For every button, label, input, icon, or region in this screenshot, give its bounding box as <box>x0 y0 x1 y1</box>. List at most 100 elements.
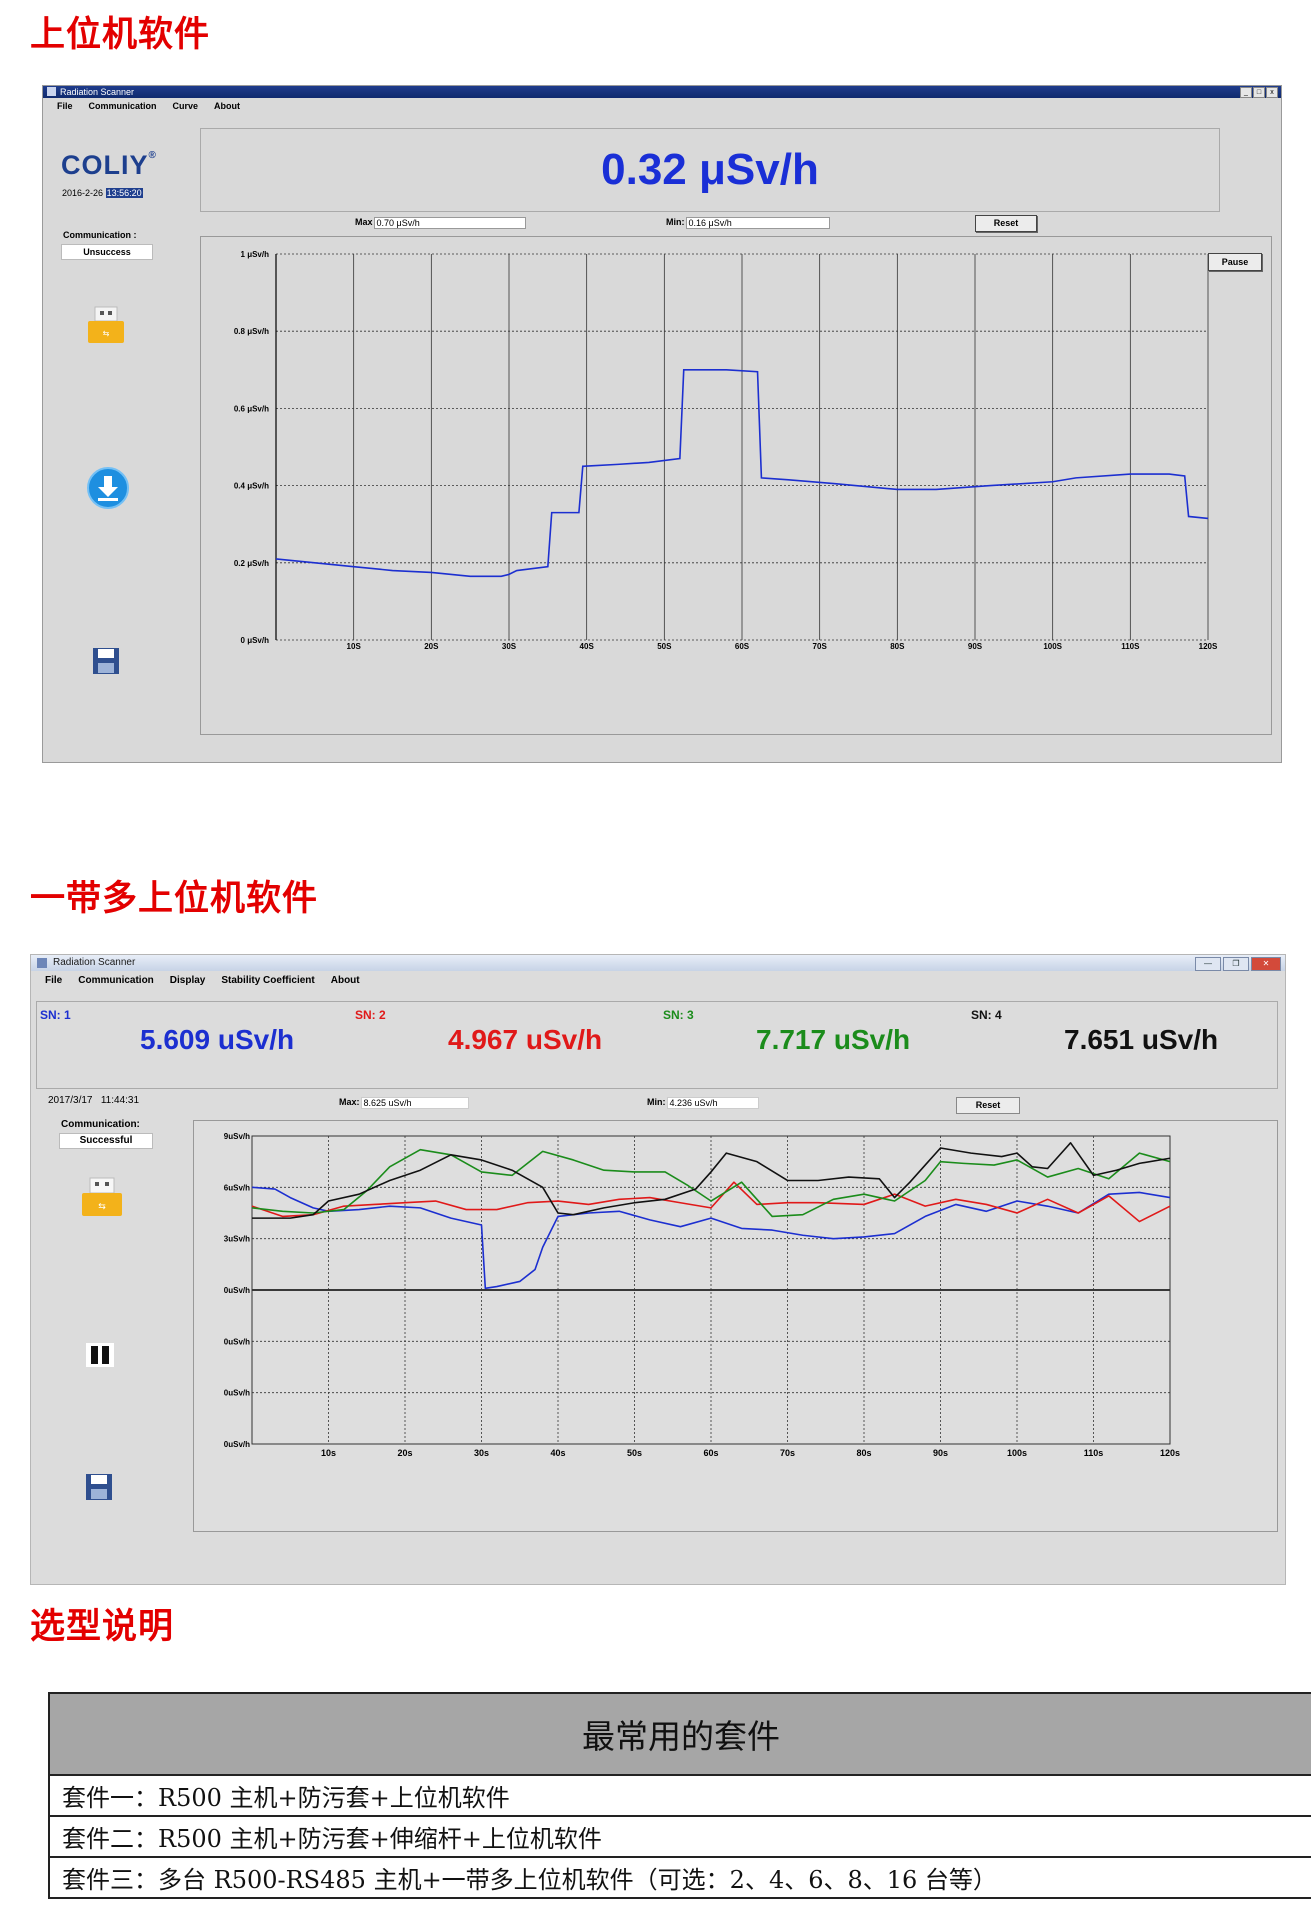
radiation-scanner-multi-window: Radiation Scanner — ❐ ✕ File Communicati… <box>30 954 1286 1585</box>
table-header-row: 最常用的套件 <box>48 1692 1311 1776</box>
close-button[interactable]: x <box>1266 87 1278 98</box>
datetime: 2017/3/17 11:44:31 <box>48 1095 139 1106</box>
minimize-button[interactable]: _ <box>1240 87 1252 98</box>
download-icon[interactable] <box>86 466 130 514</box>
y-tick-label: 0.6 μSv/h <box>234 404 269 413</box>
table-row: 套件二：R500 主机+防污套+伸缩杆+上位机软件 <box>48 1815 1311 1858</box>
reset-button[interactable]: Reset <box>975 215 1037 232</box>
close-button[interactable]: ✕ <box>1251 957 1281 971</box>
series-line <box>275 369 1209 578</box>
series-line <box>251 1181 1171 1223</box>
x-tick-label: 60S <box>735 642 750 651</box>
y-tick-label: 0 μSv/h <box>241 636 270 645</box>
menu-display[interactable]: Display <box>169 975 206 986</box>
svg-text:⇆: ⇆ <box>98 1202 106 1212</box>
menu-about[interactable]: About <box>214 101 241 111</box>
chart-panel: 9uSv/h 6uSv/h 3uSv/h 0uSv/h 0uSv/h 0uSv/h 0uSv… <box>193 1120 1278 1532</box>
x-tick-label: 30s <box>474 1448 489 1458</box>
y-tick-label: 0.4 μSv/h <box>234 482 269 491</box>
max-value-input[interactable]: 8.625 uSv/h <box>360 1097 469 1109</box>
window-title: Radiation Scanner <box>60 87 135 97</box>
x-tick-label: 80s <box>856 1448 871 1458</box>
min-field: Min: 4.236 uSv/h <box>647 1097 759 1109</box>
x-tick-label: 70S <box>813 642 828 651</box>
communication-label: Communication : <box>63 230 137 240</box>
menu-file[interactable]: File <box>45 975 63 986</box>
pause-button[interactable]: Pause <box>1208 253 1262 271</box>
menu-stability-coefficient[interactable]: Stability Coefficient <box>221 975 315 986</box>
y-tick-label: 3uSv/h <box>224 1235 250 1244</box>
x-tick-label: 60s <box>703 1448 718 1458</box>
kit-2-cell: 套件二：R500 主机+防污套+伸缩杆+上位机软件 <box>48 1815 1311 1858</box>
sensor-3-value: 7.717 uSv/h <box>756 1024 911 1055</box>
menu-communication[interactable]: Communication <box>88 101 157 111</box>
x-tick-label: 100S <box>1043 642 1062 651</box>
y-tick-label: 6uSv/h <box>224 1183 250 1192</box>
communication-status: Successful <box>59 1133 153 1149</box>
chart-panel: 0 μSv/h 0.2 μSv/h 0.4 μSv/h 0.6 μSv/h 0.8 μS… <box>200 236 1272 735</box>
kit-table: 最常用的套件 套件一：R500 主机+防污套+上位机软件 套件二：R500 主机… <box>48 1692 1311 1899</box>
app-icon <box>37 958 47 968</box>
x-tick-label: 110s <box>1084 1448 1104 1458</box>
x-tick-label: 40s <box>550 1448 565 1458</box>
min-label: Min: <box>666 217 685 228</box>
pause-icon[interactable] <box>85 1342 115 1372</box>
usb-drive-icon[interactable]: ⇆ <box>79 1176 125 1222</box>
sensor-2-value: 4.967 uSv/h <box>448 1024 603 1055</box>
usb-drive-icon[interactable]: ⇆ <box>85 305 127 349</box>
max-label: Max <box>355 217 373 228</box>
menu-communication[interactable]: Communication <box>78 975 154 986</box>
min-value-input[interactable]: 0.16 μSv/h <box>685 217 830 229</box>
max-field: Max 0.70 μSv/h <box>355 217 526 229</box>
svg-text:⇆: ⇆ <box>103 329 110 338</box>
sensor-4-value: 7.651 uSv/h <box>1064 1024 1219 1055</box>
x-tick-label: 50s <box>627 1448 642 1458</box>
datetime: 2016-2-26 13:56:20 <box>62 188 143 198</box>
x-tick-label: 10s <box>321 1448 336 1458</box>
save-disk-icon[interactable] <box>84 1472 114 1506</box>
date-text: 2016-2-26 <box>62 188 104 198</box>
y-tick-label: 0uSv/h <box>224 1389 250 1398</box>
x-tick-label: 80S <box>890 642 905 651</box>
title-bar: Radiation Scanner — ❐ ✕ <box>31 955 1285 971</box>
y-tick-label: 0.8 μSv/h <box>234 327 269 336</box>
restore-button[interactable]: ❐ <box>1223 957 1249 971</box>
series-line <box>252 1142 1171 1219</box>
brand-logo: COLIY® <box>61 150 157 180</box>
y-tick-label: 0uSv/h <box>224 1337 250 1346</box>
app-icon <box>47 87 56 96</box>
multi-sensor-chart: 9uSv/h 6uSv/h 3uSv/h 0uSv/h 0uSv/h 0uSv/h 0uSv… <box>224 1132 1180 1458</box>
table-row: 套件一：R500 主机+防污套+上位机软件 <box>48 1774 1311 1817</box>
y-tick-label: 0.2 μSv/h <box>234 559 269 568</box>
kit-3-cell: 套件三：多台 R500-RS485 主机+一带多上位机软件（可选：2、4、6、8… <box>48 1856 1311 1899</box>
max-field: Max: 8.625 uSv/h <box>339 1097 469 1109</box>
menu-bar: File Communication Display Stability Coe… <box>31 972 1285 990</box>
menu-curve[interactable]: Curve <box>172 101 199 111</box>
menu-about[interactable]: About <box>330 975 360 986</box>
sensor-3-label: SN: 3 <box>663 1008 694 1022</box>
date-text: 2017/3/17 <box>48 1095 93 1106</box>
y-tick-label: 1 μSv/h <box>241 250 270 259</box>
reset-button[interactable]: Reset <box>956 1097 1020 1114</box>
sensor-4-label: SN: 4 <box>971 1008 1002 1022</box>
menu-file[interactable]: File <box>57 101 73 111</box>
min-field: Min: 0.16 μSv/h <box>666 217 830 229</box>
x-tick-label: 50S <box>657 642 672 651</box>
table-row: 套件三：多台 R500-RS485 主机+一带多上位机软件（可选：2、4、6、8… <box>48 1856 1311 1899</box>
x-tick-label: 100s <box>1007 1448 1027 1458</box>
maximize-button[interactable]: □ <box>1253 87 1265 98</box>
title-bar: Radiation Scanner _ □ x <box>43 86 1281 98</box>
time-text: 11:44:31 <box>100 1095 140 1106</box>
max-value-input[interactable]: 0.70 μSv/h <box>373 217 526 229</box>
x-tick-label: 30S <box>502 642 517 651</box>
radiation-curve-chart: 0 μSv/h 0.2 μSv/h 0.4 μSv/h 0.6 μSv/h 0.8 μS… <box>234 250 1218 651</box>
save-disk-icon[interactable] <box>91 646 121 680</box>
y-tick-label: 0uSv/h <box>224 1440 250 1449</box>
sensor-1-label: SN: 1 <box>40 1008 71 1022</box>
y-tick-label: 0uSv/h <box>224 1286 250 1295</box>
minimize-button[interactable]: — <box>1195 957 1221 971</box>
reading-display: 0.32 μSv/h <box>200 128 1220 212</box>
sensor-readings-panel: SN: 1 5.609 uSv/h SN: 2 4.967 uSv/h SN: … <box>36 1001 1278 1089</box>
sensor-1-value: 5.609 uSv/h <box>140 1024 295 1055</box>
min-value-input[interactable]: 4.236 uSv/h <box>666 1097 759 1109</box>
